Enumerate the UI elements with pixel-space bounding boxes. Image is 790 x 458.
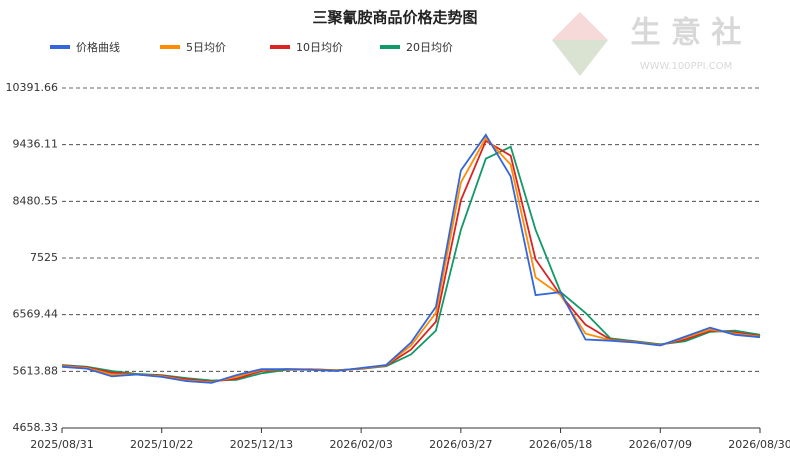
y-tick-label: 6569.44 [13, 308, 59, 321]
brand: 生 意 社 [631, 16, 742, 51]
legend-swatch [270, 45, 290, 49]
x-tick-label: 2026/03/27 [429, 438, 492, 451]
legend-swatch [160, 45, 180, 49]
series-line [61, 133, 761, 384]
legend-label: 价格曲线 [76, 40, 120, 54]
legend-label: 5日均价 [186, 41, 226, 54]
x-tick-label: 2026/05/18 [529, 438, 592, 451]
legend-swatch [50, 45, 70, 49]
x-tick-label: 2025/12/13 [230, 438, 293, 451]
y-tick-label: 9436.11 [13, 138, 59, 151]
logo: 生 意 社 WWW.100PPI.COM [552, 12, 741, 76]
y-tick-label: 10391.66 [6, 81, 59, 94]
logo-icon-lower [552, 40, 608, 76]
legend-label: 10日均价 [296, 41, 343, 54]
brand-url: WWW.100PPI.COM [640, 61, 732, 72]
y-tick-label: 5613.88 [13, 364, 59, 377]
y-tick-label: 8480.55 [13, 194, 59, 207]
legend-label: 20日均价 [406, 41, 453, 54]
legend-swatch [380, 45, 400, 49]
chart-title: 三聚氰胺商品价格走势图 [312, 9, 477, 27]
x-tick-label: 2026/07/09 [629, 438, 692, 451]
x-tick-label: 2026/02/03 [329, 438, 392, 451]
y-tick-label: 4658.33 [13, 421, 59, 434]
x-tick-label: 2025/08/31 [30, 438, 93, 451]
x-tick-label: 2026/08/30 [728, 438, 790, 451]
y-tick-label: 7525 [30, 251, 58, 264]
x-tick-label: 2025/10/22 [130, 438, 193, 451]
